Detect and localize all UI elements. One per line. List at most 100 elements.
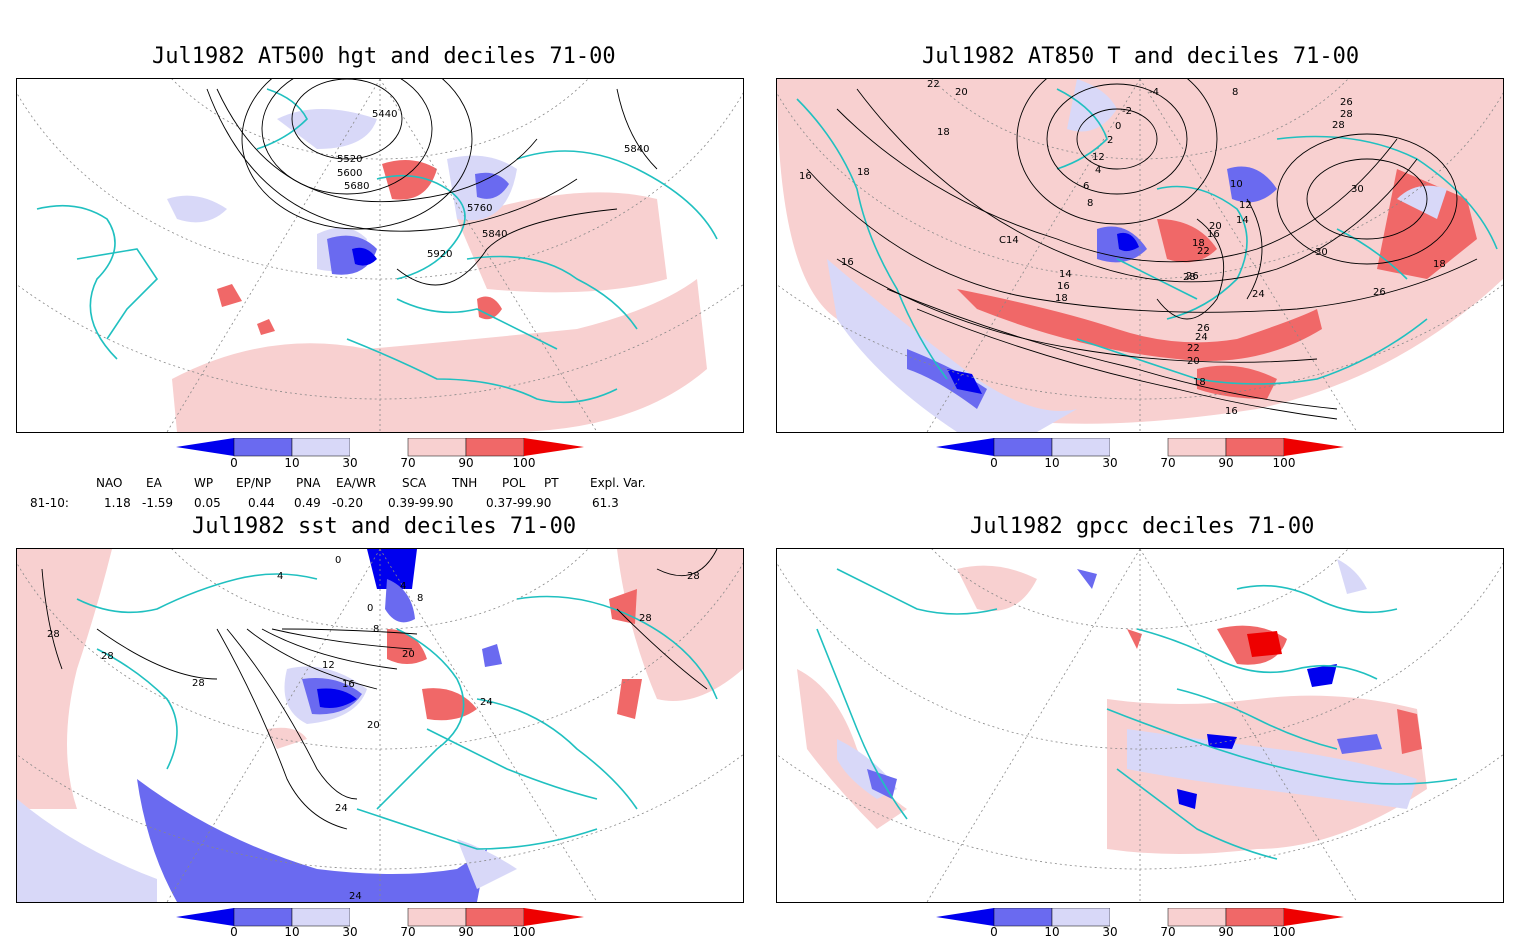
index-header: EA/WR <box>336 476 377 490</box>
contour-label: 0 <box>1115 121 1121 132</box>
coastlines <box>36 88 718 404</box>
colorbar-tick: 10 <box>1044 456 1060 470</box>
index-header: EP/NP <box>236 476 272 490</box>
index-value: 0.49 <box>294 496 321 510</box>
index-value: 0.37-99.90 <box>486 496 552 510</box>
contour-label: 30 <box>1351 184 1364 195</box>
contour-label: 22 <box>927 79 940 90</box>
contours <box>206 79 658 286</box>
contour-label: 8 <box>1232 87 1238 98</box>
contour-label: 18 <box>937 127 950 138</box>
map-panel-t850: 22 20 18 16 18 -4 -2 0 2 12 4 6 8 10 12 … <box>776 78 1504 433</box>
coastlines <box>76 573 718 850</box>
index-value: -1.59 <box>142 496 174 510</box>
contour-label: 28 <box>101 651 114 662</box>
colorbar-tick: 30 <box>1102 925 1118 939</box>
colorbar-tick: 70 <box>1160 456 1176 470</box>
colorbar-tick: 0 <box>230 456 238 470</box>
colorbar-tick: 30 <box>342 925 358 939</box>
contour-label: 5840 <box>624 144 649 155</box>
contour-label: 6 <box>1083 181 1089 192</box>
index-value: -0.20 <box>332 496 364 510</box>
contour-label: 22 <box>1197 246 1210 257</box>
index-header: EA <box>146 476 162 490</box>
shading <box>797 559 1427 854</box>
index-value: 0.44 <box>248 496 275 510</box>
contour-label: 20 <box>367 720 380 731</box>
index-header: SCA <box>402 476 427 490</box>
map-hgt500-svg: 5440 5520 5600 5680 5760 5840 5920 5840 <box>17 79 743 432</box>
colorbar-tick: 30 <box>342 456 358 470</box>
map-panel-gpcc <box>776 548 1504 903</box>
index-header: TNH <box>452 476 478 490</box>
contour-label: -2 <box>1122 106 1132 117</box>
contour-label: 16 <box>841 257 854 268</box>
colorbar-tick: 70 <box>1160 925 1176 939</box>
colorbar-tick: 10 <box>1044 925 1060 939</box>
colorbar-gpcc: 0 10 30 70 90 100 <box>936 907 1346 940</box>
contour-labels: 22 20 18 16 18 -4 -2 0 2 12 4 6 8 10 12 … <box>799 79 1446 417</box>
index-header: NAO <box>96 476 123 490</box>
contour-label: 8 <box>417 593 423 604</box>
contour-label: 14 <box>1059 269 1072 280</box>
colorbar-sst: 0 10 30 70 90 100 <box>176 907 586 940</box>
contour-label: 16 <box>1057 281 1070 292</box>
colorbar-tick: 100 <box>512 925 536 939</box>
contour-label: 20 <box>402 649 415 660</box>
contour-label: 26 <box>1373 287 1386 298</box>
contour-label: 5600 <box>337 168 362 179</box>
panel-title-hgt500: Jul1982 AT500 hgt and deciles 71-00 <box>152 44 616 69</box>
contour-label: 4 <box>277 571 283 582</box>
colorbar-svg <box>936 907 1344 927</box>
index-value: 1.18 <box>104 496 131 510</box>
colorbar-tick: 0 <box>990 925 998 939</box>
contour-labels: 28 28 28 0 4 8 4 0 8 12 16 20 24 20 24 2… <box>47 555 700 902</box>
contour-label: 28 <box>192 678 205 689</box>
map-t850-svg: 22 20 18 16 18 -4 -2 0 2 12 4 6 8 10 12 … <box>777 79 1503 432</box>
colorbar-tick: 100 <box>512 456 536 470</box>
contour-label: 18 <box>1193 377 1206 388</box>
colorbar-tick: 90 <box>458 456 474 470</box>
colorbar-svg <box>176 437 584 457</box>
contour-label: 26 <box>1340 97 1353 108</box>
colorbar-t850: 0 10 30 70 90 100 <box>936 437 1346 474</box>
contour-label: 20 <box>1209 221 1222 232</box>
shading <box>17 549 743 902</box>
contour-label: 2 <box>1107 135 1113 146</box>
contour-label: 4 <box>400 581 406 592</box>
contour-label: 28 <box>687 571 700 582</box>
contour-label: 20 <box>955 87 968 98</box>
index-header: WP <box>194 476 214 490</box>
map-panel-hgt500: 5440 5520 5600 5680 5760 5840 5920 5840 <box>16 78 744 433</box>
contour-labels: 5440 5520 5600 5680 5760 5840 5920 5840 <box>337 109 649 260</box>
colorbar-tick: 100 <box>1272 925 1296 939</box>
colorbar-tick: 90 <box>458 925 474 939</box>
panel-title-sst: Jul1982 sst and deciles 71-00 <box>192 514 577 539</box>
colorbar-svg <box>176 907 584 927</box>
index-value: 0.05 <box>194 496 221 510</box>
contour-label: 24 <box>1252 289 1265 300</box>
contour-label: 22 <box>1187 343 1200 354</box>
map-panel-sst: 28 28 28 0 4 8 4 0 8 12 16 20 24 20 24 2… <box>16 548 744 903</box>
contour-label: 16 <box>1225 406 1238 417</box>
colorbar-tick: 10 <box>284 456 300 470</box>
index-row-label: 81-10: <box>30 496 69 510</box>
colorbar-tick: 100 <box>1272 456 1296 470</box>
map-gpcc-svg <box>777 549 1503 902</box>
contour-label: 28 <box>1332 120 1345 131</box>
contour-label: 24 <box>335 803 348 814</box>
contour-label: 5680 <box>344 181 369 192</box>
colorbar-tick: 0 <box>990 456 998 470</box>
contour-label: 4 <box>1095 165 1101 176</box>
contour-label: 28 <box>1340 109 1353 120</box>
index-header: Expl. Var. <box>590 476 646 490</box>
teleconnection-indices: NAO EA WP EP/NP PNA EA/WR SCA TNH POL PT… <box>0 474 760 514</box>
contour-label: 28 <box>47 629 60 640</box>
lat-lon-grid <box>777 79 1503 432</box>
contour-label: 20 <box>1187 356 1200 367</box>
contours <box>806 79 1478 420</box>
contour-label: 12 <box>1092 152 1105 163</box>
contour-label: 18 <box>857 167 870 178</box>
lat-lon-grid <box>17 549 743 902</box>
colorbar-hgt500: 0 10 30 70 90 100 <box>176 437 586 474</box>
